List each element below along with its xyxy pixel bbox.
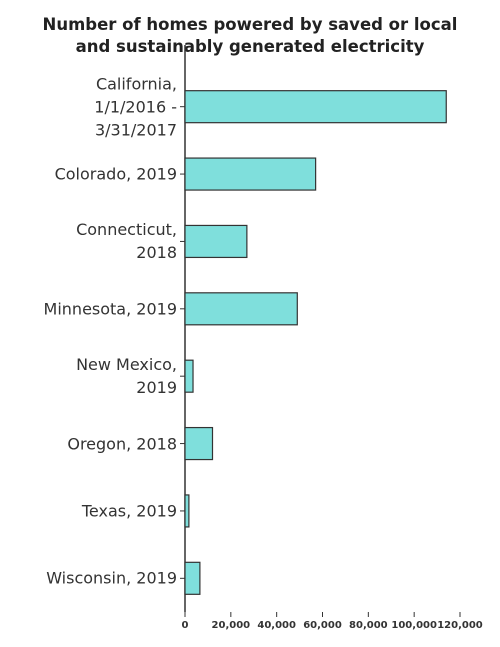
y-tick-label: Oregon, 2018	[67, 434, 177, 454]
chart-title: Number of homes powered by saved or loca…	[42, 15, 458, 56]
y-tick-label: Wisconsin, 2019	[46, 568, 177, 588]
x-tick-label: 120,000	[437, 620, 483, 631]
x-tick-label: 80,000	[349, 620, 388, 631]
y-tick-label: Texas, 2019	[81, 501, 177, 521]
bar	[184, 157, 317, 191]
y-tick-label: Connecticut, 2018	[76, 220, 177, 263]
x-tick-label: 0	[182, 620, 189, 631]
y-tick-label: Colorado, 2019	[54, 164, 177, 184]
bar	[184, 561, 201, 595]
bar	[184, 292, 298, 326]
y-tick-label: New Mexico, 2019	[76, 355, 177, 398]
bar	[184, 224, 248, 259]
y-tick-label: California, 1/1/2016 - 3/31/2017	[94, 74, 177, 140]
bar	[184, 426, 214, 461]
x-tick-label: 20,000	[212, 620, 251, 631]
y-tick-label: Minnesota, 2019	[43, 299, 177, 319]
bar	[184, 494, 190, 528]
x-tick-label: 40,000	[257, 620, 296, 631]
bar	[184, 90, 447, 124]
x-tick-label: 100,000	[391, 620, 437, 631]
x-tick-label: 60,000	[303, 620, 342, 631]
bar	[184, 359, 194, 393]
